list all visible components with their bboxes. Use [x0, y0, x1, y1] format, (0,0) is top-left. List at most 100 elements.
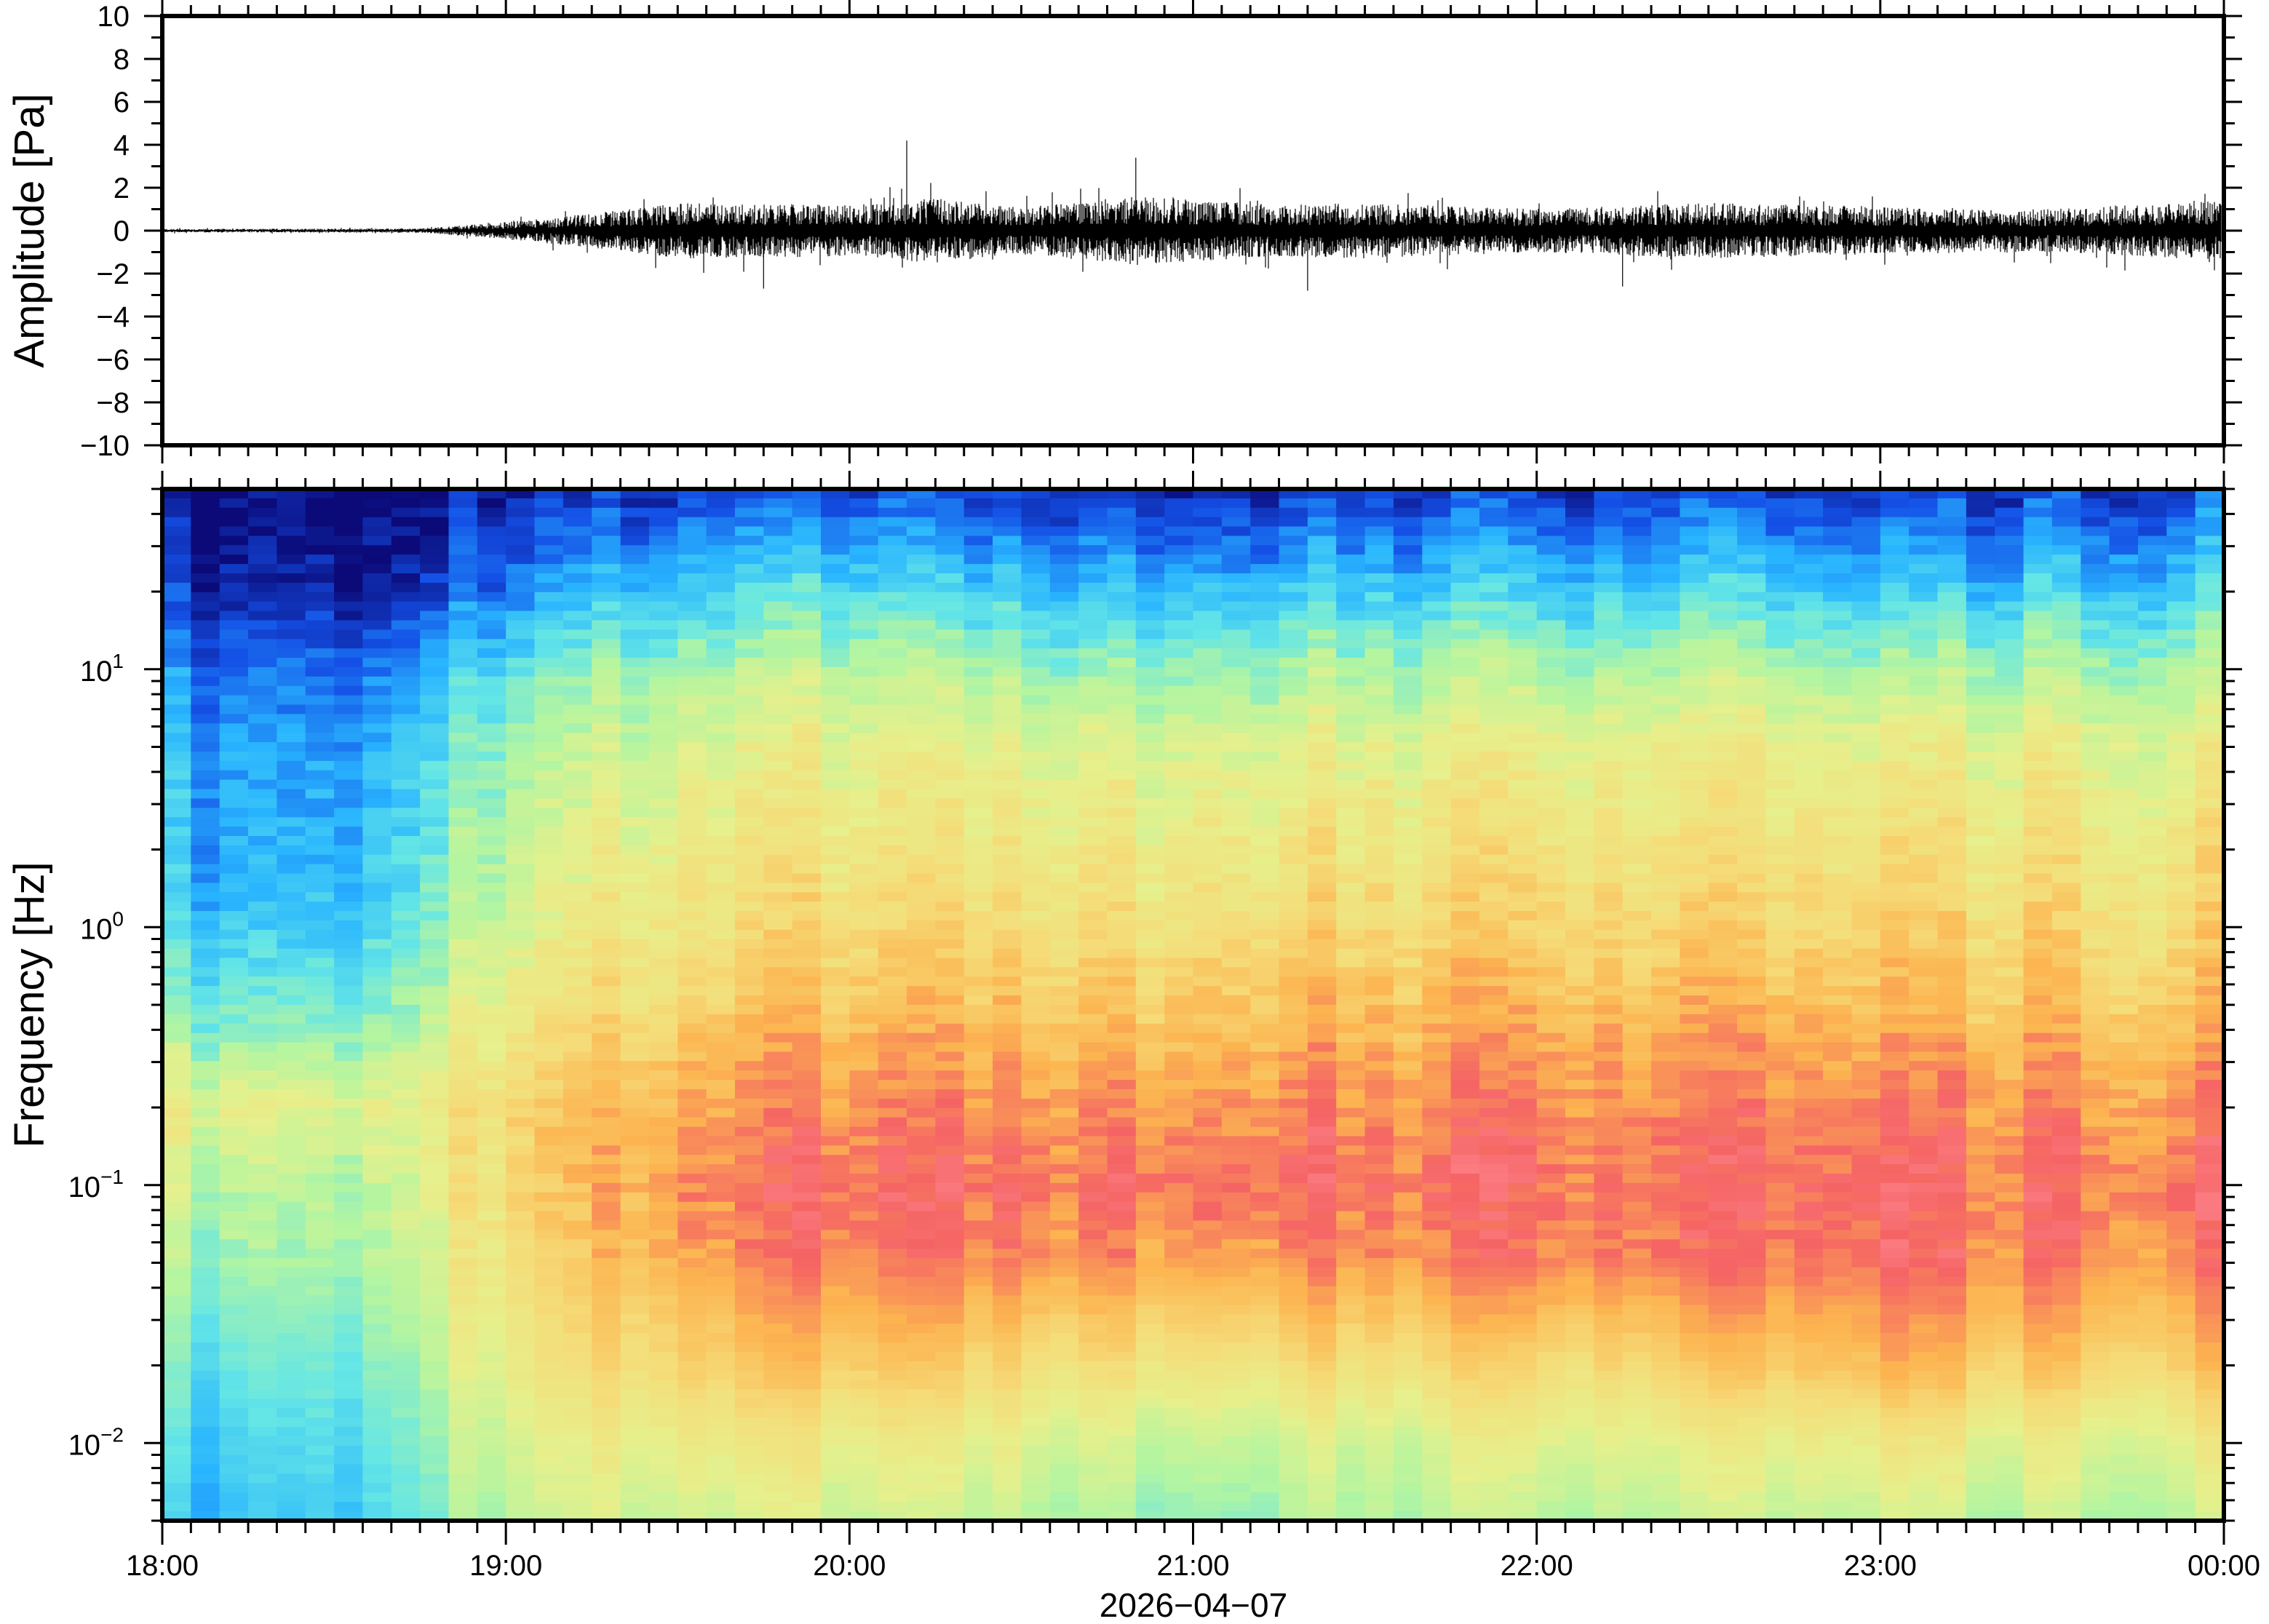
spectrogram-cell: [792, 779, 822, 790]
spectrogram-cell: [477, 1098, 506, 1109]
spectrogram-cell: [1450, 770, 1480, 781]
spectrogram-cell: [849, 1201, 879, 1212]
spectrogram-cell: [1164, 1361, 1194, 1372]
spectrogram-cell: [219, 1164, 249, 1174]
spectrogram-cell: [277, 808, 306, 818]
spectrogram-cell: [277, 658, 306, 668]
spectrogram-cell: [219, 714, 249, 725]
spectrogram-cell: [1307, 1492, 1337, 1502]
spectrogram-cell: [1193, 789, 1223, 800]
spectrogram-cell: [734, 1295, 764, 1306]
spectrogram-cell: [191, 695, 220, 706]
spectrogram-cell: [592, 1014, 621, 1024]
spectrogram-cell: [248, 573, 278, 584]
spectrogram-cell: [534, 1492, 564, 1502]
spectrogram-cell: [792, 1098, 822, 1109]
spectrogram-cell: [1422, 1267, 1452, 1278]
spectrogram-cell: [1307, 779, 1337, 790]
spectrogram-cell: [277, 573, 306, 584]
spectrogram-cell: [1193, 1314, 1223, 1325]
spectrogram-cell: [1193, 1408, 1223, 1418]
spectrogram-cell: [1135, 873, 1165, 884]
spectrogram-cell: [1250, 1145, 1280, 1156]
spectrogram-cell: [878, 873, 907, 884]
spectrogram-cell: [1135, 836, 1165, 846]
spectrogram-cell: [1107, 976, 1137, 987]
spectrogram-cell: [162, 798, 192, 809]
spectrogram-cell: [248, 1286, 278, 1297]
spectrogram-cell: [1135, 1427, 1165, 1437]
spectrogram-cell: [477, 1352, 506, 1362]
spectrogram-cell: [907, 1032, 937, 1043]
spectrogram-cell: [391, 573, 421, 584]
spectrogram-cell: [1221, 1070, 1251, 1080]
spectrogram-cell: [248, 545, 278, 555]
spectrogram-cell: [1422, 733, 1452, 743]
spectrogram-cell: [1307, 967, 1337, 978]
spectrogram-cell: [219, 1080, 249, 1090]
spectrogram-cell: [1164, 892, 1194, 902]
spectrogram-cell: [506, 1389, 536, 1400]
spectrogram-cell: [849, 629, 879, 640]
spectrogram-cell: [1393, 892, 1423, 902]
spectrogram-cell: [1364, 1014, 1394, 1024]
spectrogram-cell: [1393, 836, 1423, 846]
spectrogram-cell: [162, 1107, 192, 1118]
spectrogram-cell: [1078, 526, 1108, 537]
spectrogram-cell: [763, 676, 793, 687]
spectrogram-cell: [1364, 864, 1394, 875]
spectrogram-cell: [162, 648, 192, 658]
spectrogram-cell: [1049, 582, 1079, 593]
spectrogram-cell: [1164, 1436, 1194, 1446]
spectrogram-cell: [993, 1182, 1022, 1193]
spectrogram-cell: [1107, 958, 1137, 968]
spectrogram-cell: [391, 1427, 421, 1437]
spectrogram-cell: [620, 658, 650, 668]
spectrogram-cell: [620, 827, 650, 837]
spectrogram-cell: [362, 695, 392, 706]
spectrogram-cell: [763, 526, 793, 537]
spectrogram-cell: [1364, 610, 1394, 621]
spectrogram-cell: [1193, 1492, 1223, 1502]
spectrogram-cell: [734, 798, 764, 809]
spectrogram-cell: [1279, 827, 1308, 837]
spectrogram-cell: [362, 742, 392, 752]
spectrogram-cell: [1422, 920, 1452, 931]
spectrogram-cell: [677, 1295, 707, 1306]
spectrogram-cell: [191, 901, 220, 912]
spectrogram-cell: [534, 760, 564, 771]
spectrogram-cell: [448, 1145, 478, 1156]
spectrogram-cell: [219, 733, 249, 743]
spectrogram-cell: [362, 808, 392, 818]
spectrogram-cell: [477, 901, 506, 912]
spectrogram-cell: [248, 808, 278, 818]
spectrogram-cell: [334, 1136, 364, 1147]
spectrogram-cell: [1164, 564, 1194, 574]
spectrogram-cell: [1336, 1324, 1366, 1334]
spectrogram-cell: [219, 554, 249, 565]
spectrogram-cell: [191, 592, 220, 602]
spectrogram-cell: [1250, 1454, 1280, 1465]
spectrogram-cell: [1221, 1117, 1251, 1128]
spectrogram-cell: [219, 1230, 249, 1241]
spectrogram-cell: [506, 1436, 536, 1446]
spectrogram-cell: [1279, 573, 1308, 584]
spectrogram-cell: [734, 1164, 764, 1174]
spectrogram-cell: [1279, 1305, 1308, 1315]
spectrogram-cell: [420, 1295, 450, 1306]
spectrogram-cell: [620, 648, 650, 658]
spectrogram-cell: [849, 507, 879, 518]
spectrogram-cell: [1221, 1324, 1251, 1334]
spectrogram-cell: [563, 666, 592, 677]
spectrogram-cell: [391, 827, 421, 837]
spectrogram-cell: [362, 1014, 392, 1024]
spectrogram-cell: [592, 1192, 621, 1203]
spectrogram-cell: [907, 1249, 937, 1259]
spectrogram-cell: [620, 808, 650, 818]
spectrogram-cell: [1279, 526, 1308, 537]
spectrogram-cell: [592, 489, 621, 499]
spectrogram-cell: [1221, 1492, 1251, 1502]
spectrogram-cell: [821, 1117, 851, 1128]
spectrogram-cell: [1450, 742, 1480, 752]
